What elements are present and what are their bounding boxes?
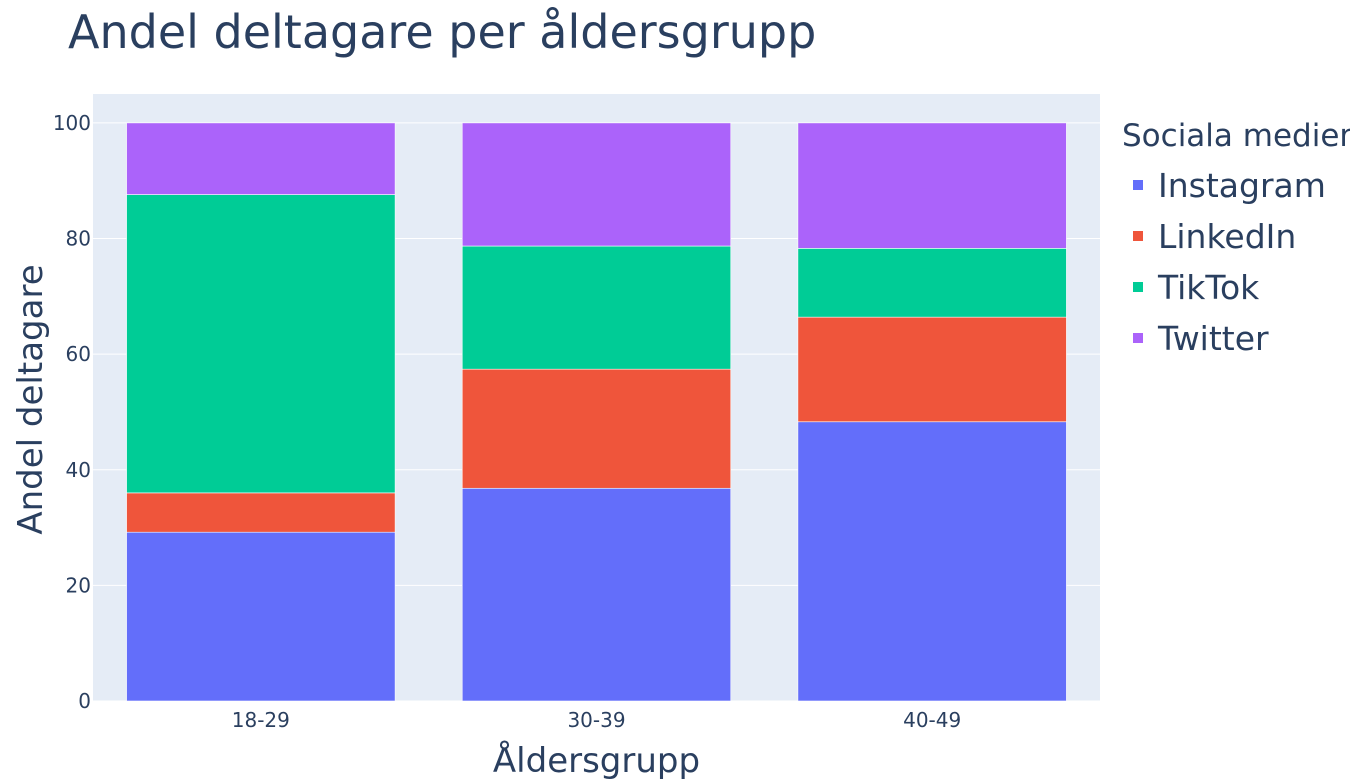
bar-segment-twitter-18-29 — [126, 122, 396, 195]
x-tick-label: 18-29 — [232, 708, 290, 732]
y-tick-label: 20 — [66, 573, 91, 597]
x-tick-label: 30-39 — [567, 708, 625, 732]
y-axis-ticks: 0 20 40 60 80 100 — [53, 111, 91, 713]
legend-title: Sociala medier — [1122, 118, 1350, 154]
bar-segment-linkedin-30-39 — [461, 368, 732, 489]
x-tick-label: 40-49 — [903, 708, 961, 732]
bar-segment-instagram-40-49 — [797, 421, 1067, 702]
bar-segment-tiktok-18-29 — [126, 194, 396, 494]
legend-label-tiktok: TikTok — [1157, 268, 1260, 307]
bar-segment-instagram-18-29 — [126, 531, 396, 702]
legend-swatch-linkedin — [1133, 231, 1143, 241]
bars — [126, 122, 1067, 702]
bar-segment-linkedin-18-29 — [126, 492, 396, 533]
x-axis-ticks: 18-29 30-39 40-49 — [232, 708, 961, 732]
y-tick-label: 100 — [53, 111, 91, 135]
bar-segment-tiktok-40-49 — [797, 248, 1067, 318]
chart-title: Andel deltagare per åldersgrupp — [68, 5, 816, 59]
x-axis-title: Åldersgrupp — [493, 740, 700, 781]
bar-segment-tiktok-30-39 — [461, 245, 732, 370]
bar-segment-instagram-30-39 — [461, 487, 732, 702]
legend-label-twitter: Twitter — [1157, 319, 1269, 358]
y-axis-title: Andel deltagare — [11, 264, 51, 534]
bar-segment-linkedin-40-49 — [797, 316, 1067, 423]
legend: Sociala medier Instagram LinkedIn TikTok Tw… — [1122, 118, 1350, 358]
bar-segment-twitter-30-39 — [461, 122, 732, 247]
y-tick-label: 40 — [66, 458, 91, 482]
legend-items: Instagram LinkedIn TikTok Twitter — [1133, 166, 1326, 358]
legend-swatch-twitter — [1133, 333, 1143, 343]
bar-segment-twitter-40-49 — [797, 122, 1067, 249]
y-tick-label: 80 — [66, 227, 91, 251]
legend-label-linkedin: LinkedIn — [1158, 217, 1296, 256]
legend-swatch-tiktok — [1133, 282, 1143, 292]
legend-label-instagram: Instagram — [1158, 166, 1326, 205]
y-tick-label: 0 — [78, 689, 91, 713]
y-tick-label: 60 — [66, 342, 91, 366]
legend-swatch-instagram — [1133, 180, 1143, 190]
